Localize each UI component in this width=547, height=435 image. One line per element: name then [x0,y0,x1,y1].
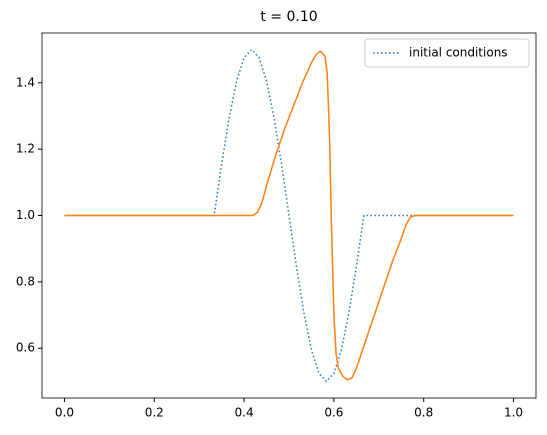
chart-title: t = 0.10 [260,9,317,25]
x-tick-label: 0.8 [414,406,433,420]
series-line [64,50,514,381]
y-tick-label: 1.0 [16,208,35,222]
y-tick-label: 0.6 [16,341,35,355]
x-tick-label: 0.2 [145,406,164,420]
y-tick-label: 0.8 [16,274,35,288]
series-line [64,48,514,383]
legend-label: initial conditions [409,46,508,60]
legend-box [364,38,530,68]
x-tick-label: 1.0 [504,406,523,420]
x-tick-label: 0.0 [55,406,74,420]
y-tick-label: 1.4 [16,75,35,89]
x-tick-label: 0.6 [324,406,343,420]
x-tick-label: 0.4 [235,406,254,420]
y-tick-label: 1.2 [16,142,35,156]
plot-frame [41,32,537,399]
